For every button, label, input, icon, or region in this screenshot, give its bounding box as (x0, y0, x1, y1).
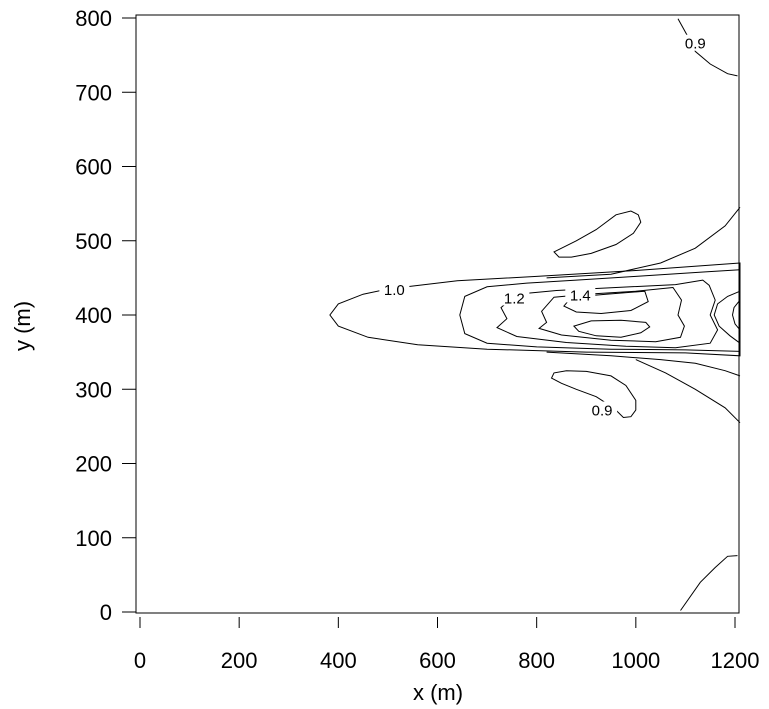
x-tick-label: 0 (134, 648, 146, 673)
y-axis: 0 100 200 300 400 500 600 700 800 (75, 6, 136, 625)
contour-label-background (379, 281, 410, 298)
contour-line (572, 319, 651, 338)
contour-label-background (680, 34, 711, 51)
contour-line (459, 269, 741, 352)
contour-line (680, 555, 738, 611)
contour-line (731, 299, 741, 331)
y-tick-label: 200 (75, 452, 112, 477)
contour-line (550, 370, 637, 419)
y-tick-label: 100 (75, 526, 112, 551)
x-tick-label: 400 (320, 648, 357, 673)
x-tick-label: 600 (419, 648, 456, 673)
y-tick-label: 400 (75, 303, 112, 328)
contour-label-background (587, 401, 618, 418)
contour-label-background (565, 286, 596, 303)
x-tick-label: 1200 (711, 648, 760, 673)
contour-line (546, 206, 741, 279)
x-tick-label: 200 (221, 648, 258, 673)
contour-label: 1.4 (570, 287, 591, 304)
contour-label: 1.0 (384, 282, 405, 299)
x-axis: 0 200 400 600 800 1000 1200 (134, 617, 760, 673)
contour-label: 1.2 (504, 290, 525, 307)
y-tick-label: 800 (75, 6, 112, 31)
contour-line (713, 290, 741, 344)
contour-label: 0.9 (592, 403, 613, 420)
contour-line (329, 262, 741, 357)
contour-line (553, 210, 642, 258)
y-tick-label: 500 (75, 229, 112, 254)
x-tick-label: 1000 (611, 648, 660, 673)
contour-line (677, 18, 738, 77)
contour-labels: 1.0 1.2 1.4 0.9 0.9 (379, 34, 711, 420)
y-tick-label: 0 (100, 600, 112, 625)
contour-line (546, 351, 741, 377)
x-tick-label: 800 (518, 648, 555, 673)
y-axis-label: y (m) (10, 301, 35, 351)
x-axis-label: x (m) (413, 680, 463, 705)
y-tick-label: 700 (75, 80, 112, 105)
contour-label-background (499, 289, 530, 306)
y-tick-label: 600 (75, 155, 112, 180)
contour-label: 0.9 (685, 36, 706, 53)
y-tick-label: 300 (75, 377, 112, 402)
contour-line (635, 359, 741, 424)
plot-frame (135, 14, 740, 614)
